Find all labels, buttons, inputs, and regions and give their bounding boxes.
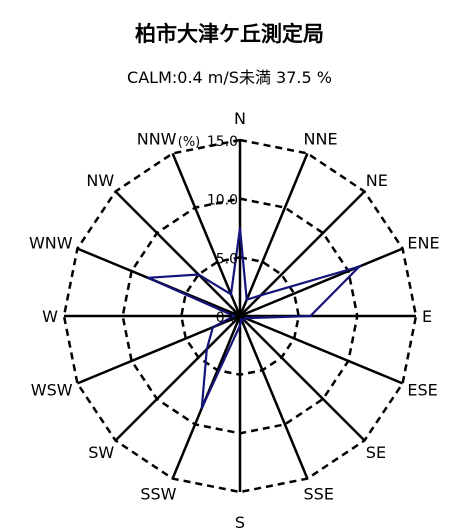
direction-label-sw: SW (88, 443, 114, 462)
direction-label-nne: NNE (304, 130, 338, 149)
direction-label-ssw: SSW (140, 484, 176, 503)
data-point-se (243, 319, 245, 321)
label-layer: 0.0 5.0 10.0 15.0 N NNE NE ENE E ESE SE SSE S SSW SW WS… (29, 109, 440, 531)
data-point-ene (358, 265, 361, 268)
data-point-wsw (212, 326, 214, 329)
data-point-ne (259, 294, 262, 297)
data-point-e (309, 315, 312, 317)
data-point-s (239, 324, 241, 327)
grid-layer (62, 138, 418, 494)
grid-ring-3 (62, 138, 418, 494)
data-point-sse (240, 318, 243, 321)
chart-title: 柏市大津ケ丘測定局 (135, 22, 324, 46)
spoke-se (239, 315, 366, 442)
spoke-ese (239, 314, 404, 385)
ring-tick-label-1: 5.0 (216, 251, 238, 267)
ring-tick-label-0: 0.0 (216, 310, 238, 326)
direction-label-sse: SSE (304, 484, 334, 503)
data-point-ese (244, 317, 247, 320)
direction-label-nnw: NNW (137, 130, 177, 149)
direction-label-e: E (422, 307, 432, 326)
spoke-ne (239, 190, 366, 317)
data-point-w (233, 315, 235, 317)
series-layer (147, 227, 363, 409)
ring-tick-label-3: 15.0 (207, 134, 238, 150)
unit-label: (%) (178, 135, 201, 150)
data-point-nnw (230, 293, 232, 296)
grid-ring-2 (121, 197, 359, 435)
direction-label-wnw: WNW (29, 234, 73, 253)
data-point-sw (206, 348, 208, 351)
chart-subtitle: CALM:0.4 m/S未満 37.5 % (127, 68, 332, 87)
data-point-n (239, 227, 241, 229)
direction-label-s: S (235, 513, 245, 531)
direction-label-w: W (42, 307, 58, 326)
direction-label-wsw: WSW (31, 381, 73, 400)
direction-label-ene: ENE (407, 234, 439, 253)
direction-label-se: SE (366, 443, 386, 462)
direction-label-n: N (234, 109, 246, 128)
data-point-nw (197, 273, 200, 276)
ring-tick-label-2: 10.0 (207, 193, 238, 209)
spoke-sse (238, 315, 309, 480)
spoke-nnw (171, 152, 242, 317)
direction-label-nw: NW (86, 171, 114, 190)
spoke-nne (238, 152, 309, 317)
data-point-wnw (147, 277, 149, 279)
data-point-nne (245, 298, 248, 301)
direction-label-ne: NE (366, 171, 388, 190)
data-point-ssw (201, 407, 203, 409)
spoke-ene (239, 247, 404, 318)
spoke-sw (114, 315, 241, 442)
spoke-nw (114, 190, 241, 317)
direction-label-ese: ESE (407, 381, 437, 400)
